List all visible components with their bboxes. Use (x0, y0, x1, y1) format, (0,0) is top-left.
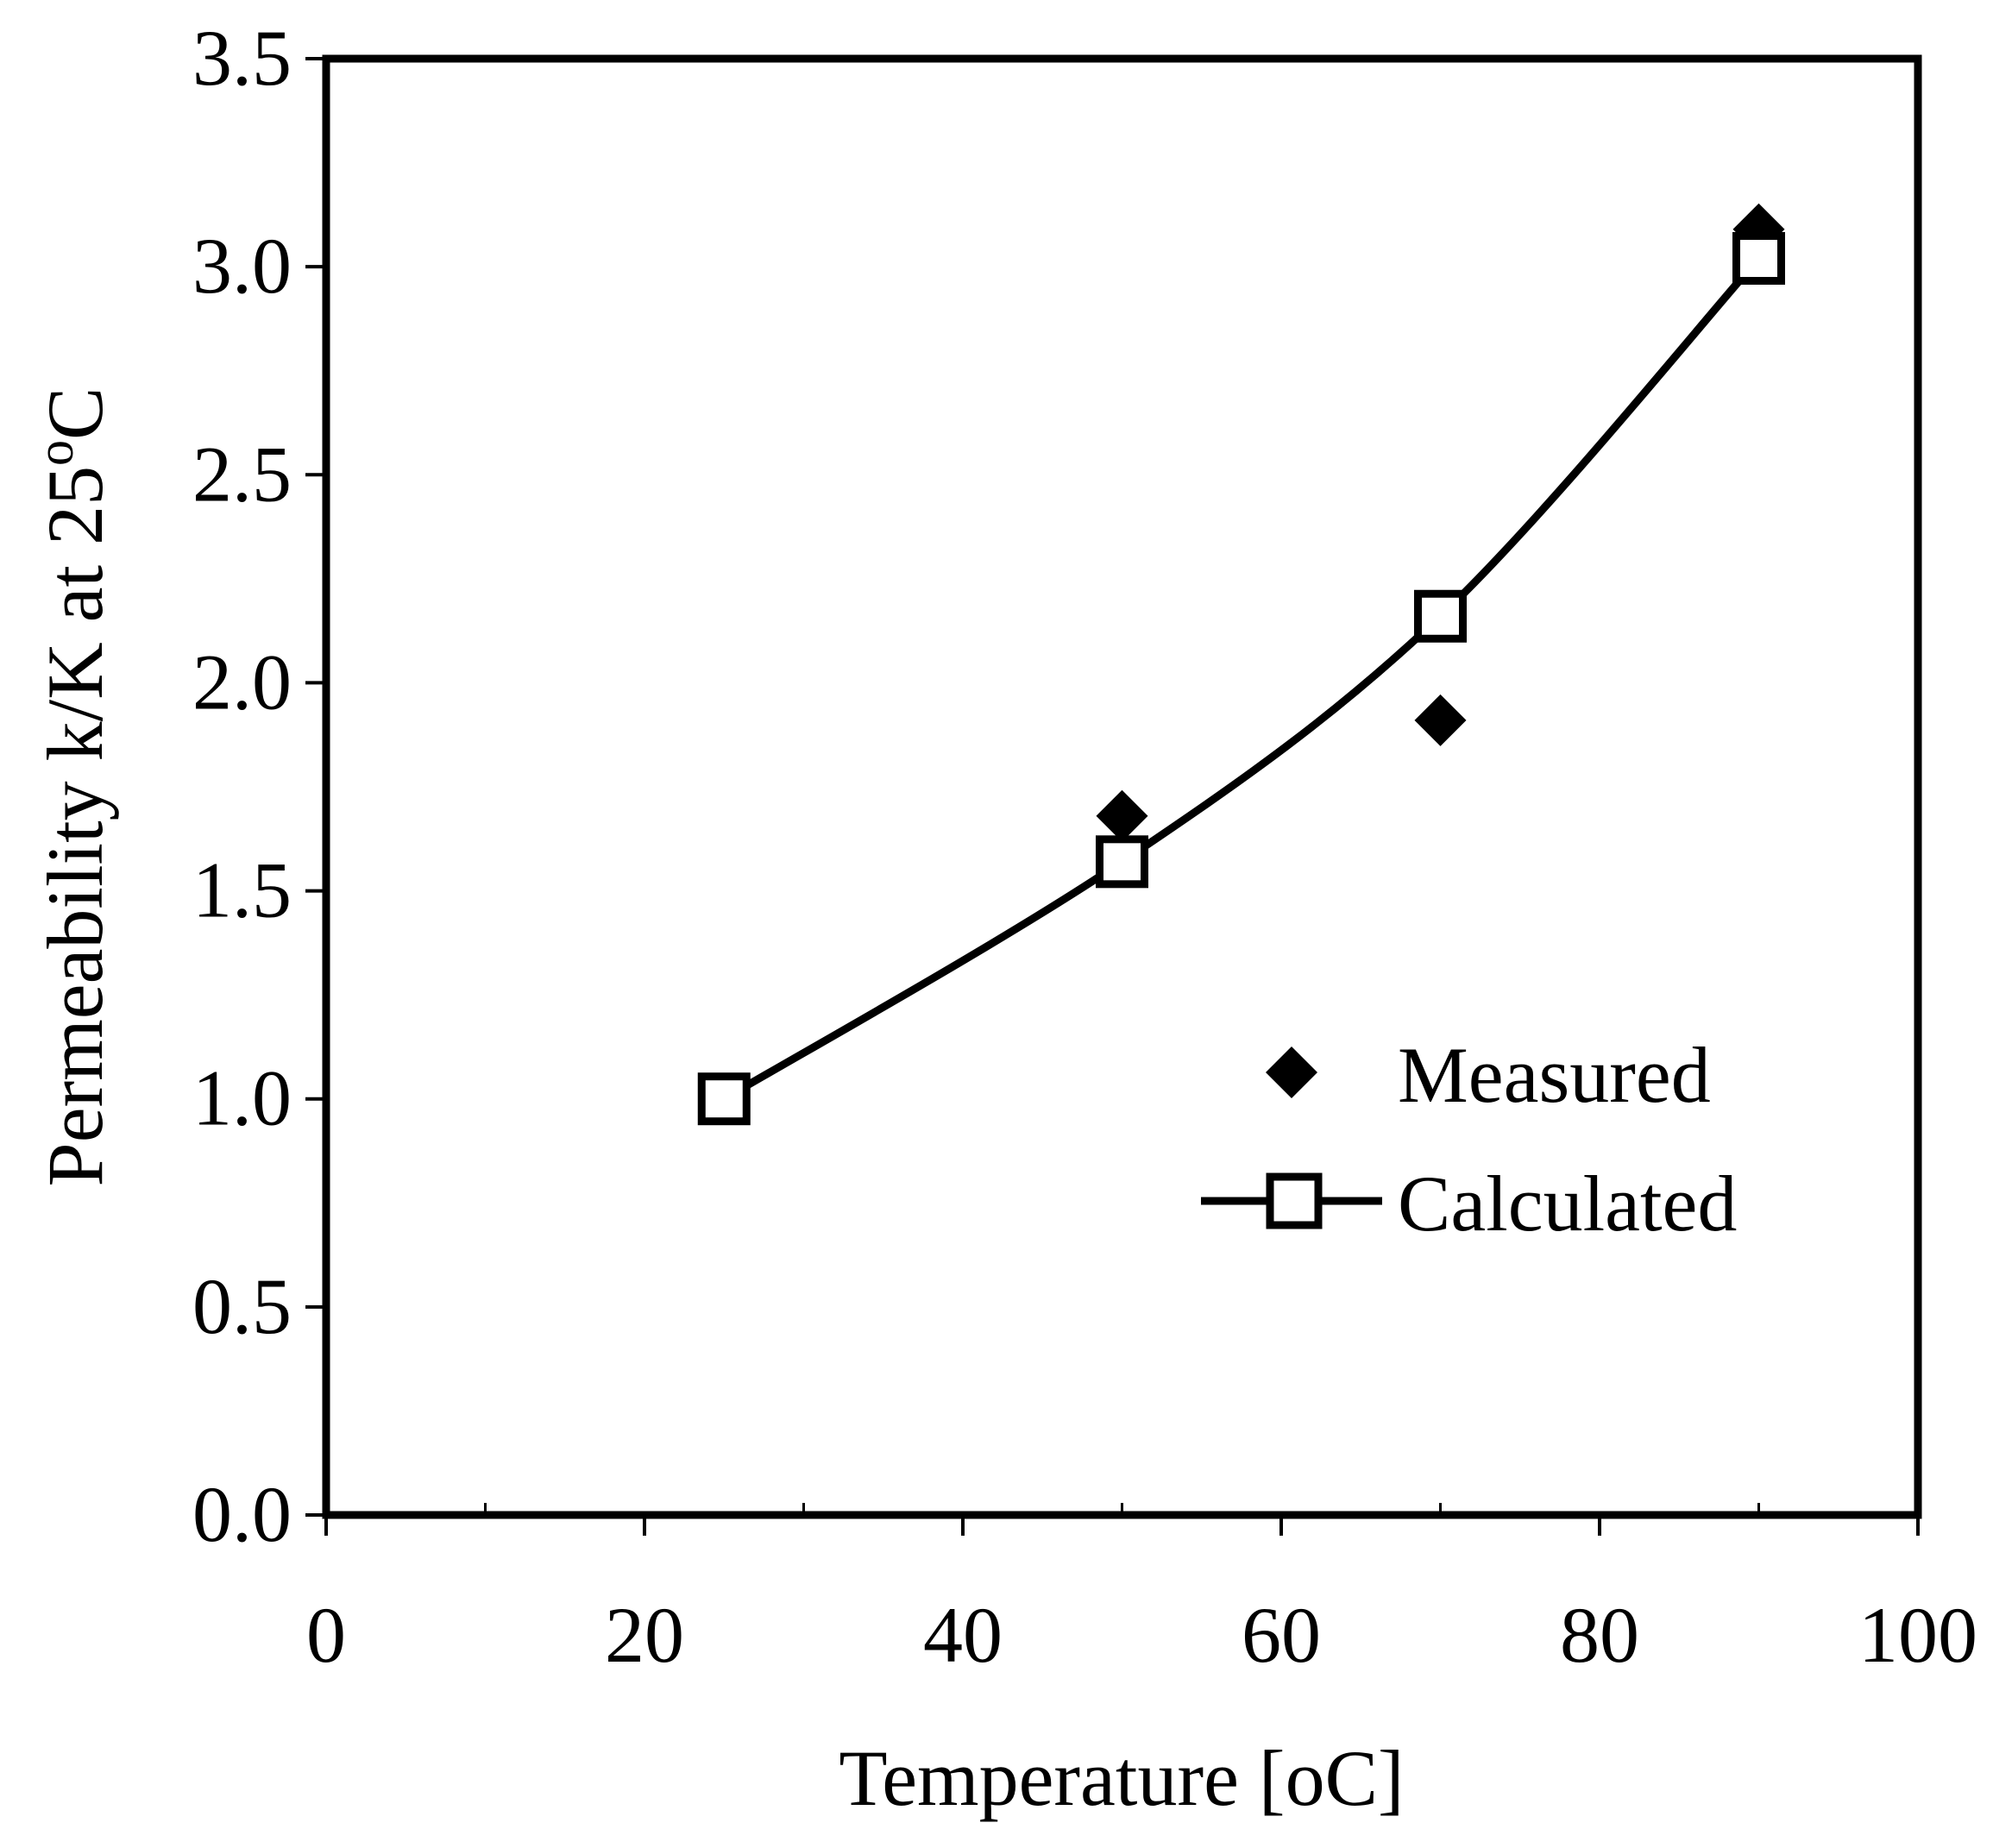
y-axis-tick-labels: 0.0 0.5 1.0 1.5 2.0 2.5 3.0 3.5 (192, 14, 292, 1558)
y-axis-title-main: Permeability k/K at 25 (31, 466, 119, 1187)
legend-calculated-marker (1266, 1172, 1323, 1229)
legend-measured-marker (1266, 1047, 1317, 1098)
calculated-series-points (697, 231, 1785, 1126)
x-tick-label: 100 (1858, 1591, 1977, 1679)
y-tick-label: 2.0 (192, 638, 292, 726)
measured-point (1096, 789, 1148, 842)
y-tick-label: 0.0 (192, 1470, 292, 1558)
measured-point (1414, 694, 1467, 746)
x-tick-label: 0 (306, 1591, 346, 1679)
legend: Measured Calculated (1201, 1031, 1737, 1248)
y-tick-label: 3.0 (192, 222, 292, 310)
y-tick-label: 1.0 (192, 1054, 292, 1142)
calculated-series-line (720, 254, 1763, 1103)
y-tick-label: 3.5 (192, 14, 292, 102)
calculated-point (1732, 231, 1785, 285)
legend-calculated-label: Calculated (1398, 1160, 1737, 1248)
x-tick-label: 20 (605, 1591, 684, 1679)
calculated-point (1096, 835, 1148, 889)
x-axis-tick-labels: 0 20 40 60 80 100 (306, 1591, 1977, 1679)
y-axis-ticks (305, 57, 326, 1517)
y-axis-title-unit: C (31, 387, 119, 440)
x-tick-label: 40 (923, 1591, 1003, 1679)
calculated-point (1414, 589, 1467, 643)
calculated-point (697, 1072, 751, 1126)
x-axis-title: Temperature [oC] (839, 1734, 1404, 1822)
x-tick-label: 80 (1560, 1591, 1639, 1679)
legend-measured-label: Measured (1398, 1031, 1711, 1119)
y-axis-title: Permeability k/K at 25oC (27, 387, 119, 1187)
plot-frame (322, 54, 1922, 1519)
y-tick-label: 0.5 (192, 1262, 292, 1350)
y-tick-label: 1.5 (192, 846, 292, 934)
y-axis-title-degree: o (27, 440, 84, 466)
measured-series-points (698, 203, 1785, 1125)
x-tick-label: 60 (1242, 1591, 1321, 1679)
x-axis-ticks (324, 1503, 1920, 1536)
y-tick-label: 2.5 (192, 430, 292, 518)
